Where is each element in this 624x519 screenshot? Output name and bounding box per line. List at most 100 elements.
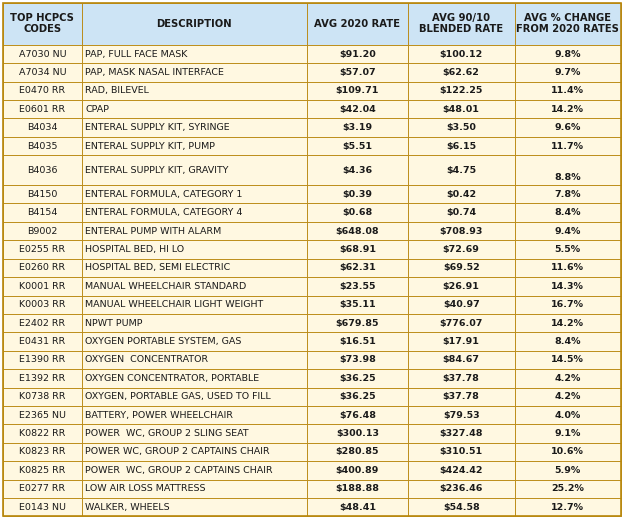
Text: E1390 RR: E1390 RR [19,356,66,364]
Bar [82,258,307,277]
Text: 4.2%: 4.2% [555,374,581,383]
Text: $648.08: $648.08 [336,227,379,236]
Bar [307,240,407,258]
Bar [3,480,82,498]
Bar [3,3,82,45]
Text: ENTERAL FORMULA, CATEGORY 4: ENTERAL FORMULA, CATEGORY 4 [85,208,243,217]
Text: LOW AIR LOSS MATTRESS: LOW AIR LOSS MATTRESS [85,484,206,493]
Bar [307,461,407,480]
Bar [407,45,515,63]
Text: E1392 RR: E1392 RR [19,374,66,383]
Text: TOP HCPCS
CODES: TOP HCPCS CODES [11,13,74,34]
Text: $0.39: $0.39 [343,190,373,199]
Text: $109.71: $109.71 [336,86,379,95]
Text: $79.53: $79.53 [443,411,479,420]
Bar [307,63,407,81]
Text: MANUAL WHEELCHAIR LIGHT WEIGHT: MANUAL WHEELCHAIR LIGHT WEIGHT [85,300,263,309]
Text: $3.19: $3.19 [343,123,373,132]
Text: OXYGEN  CONCENTRATOR: OXYGEN CONCENTRATOR [85,356,208,364]
Text: B4154: B4154 [27,208,57,217]
Bar [307,498,407,516]
Text: $327.48: $327.48 [439,429,483,438]
Bar [3,498,82,516]
Text: 9.6%: 9.6% [555,123,581,132]
Text: B9002: B9002 [27,227,57,236]
Text: $69.52: $69.52 [443,263,480,272]
Bar [3,137,82,155]
Bar [307,222,407,240]
Bar [307,155,407,185]
Bar [307,118,407,137]
Text: $42.04: $42.04 [339,105,376,114]
Bar [307,45,407,63]
Bar [307,277,407,295]
Text: $68.91: $68.91 [339,245,376,254]
Text: $280.85: $280.85 [336,447,379,457]
Bar [407,100,515,118]
Bar [82,369,307,388]
Bar [515,332,621,351]
Bar [3,295,82,314]
Bar [3,314,82,332]
Bar [3,81,82,100]
Bar [82,203,307,222]
Bar [3,277,82,295]
Text: $76.48: $76.48 [339,411,376,420]
Text: $91.20: $91.20 [339,49,376,59]
Bar [3,332,82,351]
Bar [82,277,307,295]
Text: BATTERY, POWER WHEELCHAIR: BATTERY, POWER WHEELCHAIR [85,411,233,420]
Bar [515,480,621,498]
Bar [3,388,82,406]
Bar [82,295,307,314]
Text: HOSPITAL BED, HI LO: HOSPITAL BED, HI LO [85,245,185,254]
Text: K0001 RR: K0001 RR [19,282,66,291]
Text: $84.67: $84.67 [442,356,480,364]
Bar [3,118,82,137]
Bar [407,185,515,203]
Text: AVG % CHANGE
FROM 2020 RATES: AVG % CHANGE FROM 2020 RATES [516,13,619,34]
Text: OXYGEN, PORTABLE GAS, USED TO FILL: OXYGEN, PORTABLE GAS, USED TO FILL [85,392,271,401]
Text: POWER  WC, GROUP 2 SLING SEAT: POWER WC, GROUP 2 SLING SEAT [85,429,249,438]
Text: $26.91: $26.91 [443,282,480,291]
Text: $122.25: $122.25 [439,86,483,95]
Bar [307,258,407,277]
Bar [307,81,407,100]
Bar [515,203,621,222]
Bar [515,137,621,155]
Bar [307,388,407,406]
Text: $16.51: $16.51 [339,337,376,346]
Bar [407,222,515,240]
Bar [407,203,515,222]
Bar [307,314,407,332]
Bar [407,351,515,369]
Text: NPWT PUMP: NPWT PUMP [85,319,143,327]
Bar [82,118,307,137]
Bar [82,155,307,185]
Text: ENTERAL SUPPLY KIT, SYRINGE: ENTERAL SUPPLY KIT, SYRINGE [85,123,230,132]
Bar [82,461,307,480]
Text: $62.62: $62.62 [443,68,480,77]
Text: K0003 RR: K0003 RR [19,300,66,309]
Bar [307,406,407,425]
Bar [515,461,621,480]
Text: DESCRIPTION: DESCRIPTION [157,19,232,29]
Text: $36.25: $36.25 [339,392,376,401]
Text: 5.5%: 5.5% [555,245,581,254]
Text: $0.42: $0.42 [446,190,476,199]
Bar [407,118,515,137]
Text: 11.6%: 11.6% [551,263,584,272]
Text: E2402 RR: E2402 RR [19,319,66,327]
Bar [3,155,82,185]
Bar [407,314,515,332]
Bar [515,295,621,314]
Text: 14.2%: 14.2% [551,105,584,114]
Bar [307,480,407,498]
Bar [82,185,307,203]
Bar [82,100,307,118]
Bar [307,443,407,461]
Bar [3,63,82,81]
Text: POWER  WC, GROUP 2 CAPTAINS CHAIR: POWER WC, GROUP 2 CAPTAINS CHAIR [85,466,273,475]
Text: E0143 NU: E0143 NU [19,503,66,512]
Text: E0601 RR: E0601 RR [19,105,66,114]
